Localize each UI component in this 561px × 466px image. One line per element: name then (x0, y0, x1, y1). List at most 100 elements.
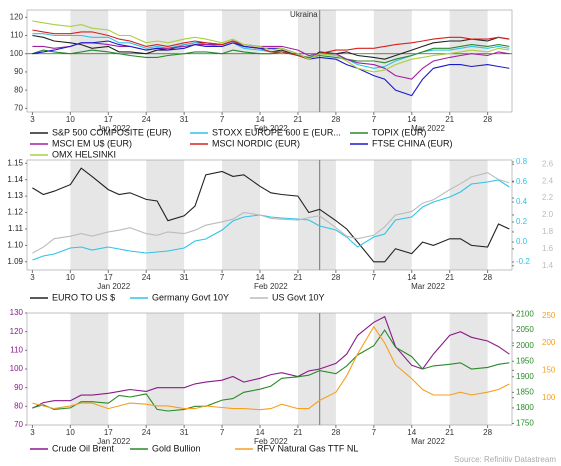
y-tick-label: 0.4 (516, 197, 528, 206)
y-tick-label: 2050 (516, 325, 534, 334)
series-line (32, 325, 510, 411)
series-line (32, 40, 510, 97)
x-tick-label: 17 (104, 428, 113, 437)
x-tick-label: 17 (104, 273, 113, 282)
y-tick-label: 2.2 (542, 193, 554, 202)
y-tick-label: 200 (542, 338, 556, 347)
legend-label: MSCI EM U$ (EUR) (52, 138, 132, 148)
y-tick-label: 0.2 (516, 217, 528, 226)
y-tick-label: 2.0 (542, 210, 554, 219)
x-tick-label: 10 (66, 428, 75, 437)
x-tick-label: 24 (142, 115, 151, 124)
x-tick-label: 3 (30, 273, 35, 282)
legend-label: Germany Govt 10Y (152, 292, 229, 302)
series-line (32, 20, 510, 73)
y-tick-label: 1.4 (542, 261, 554, 270)
month-label: Jan 2022 (97, 437, 130, 446)
legend-label: RFV Natural Gas TTF NL (257, 443, 358, 453)
legend-label: EURO TO US $ (52, 292, 115, 302)
y-tick-label: 2100 (516, 310, 534, 319)
source: Source: Refinitiv Datastream (454, 455, 556, 464)
x-tick-label: 7 (372, 115, 377, 124)
y-tick-label: 1850 (516, 387, 534, 396)
x-tick-label: 24 (142, 273, 151, 282)
week-shade (297, 10, 336, 112)
x-tick-label: 7 (220, 115, 225, 124)
x-tick-label: 3 (30, 428, 35, 437)
x-tick-label: 14 (407, 115, 416, 124)
y-tick-label: 80 (14, 85, 23, 94)
y-tick-label: 0.6 (516, 177, 528, 186)
x-tick-label: 10 (66, 273, 75, 282)
y-tick-label: 80 (14, 401, 23, 410)
y-tick-label: 1750 (516, 419, 534, 428)
y-tick-label: 1950 (516, 356, 534, 365)
y-tick-label: 100 (10, 364, 24, 373)
x-tick-label: 31 (180, 273, 189, 282)
month-label: Mar 2022 (411, 282, 445, 291)
x-tick-label: 7 (372, 428, 377, 437)
y-tick-label: 130 (10, 308, 24, 317)
y-tick-label: 1800 (516, 403, 534, 412)
x-tick-label: 21 (293, 428, 302, 437)
y-tick-label: 1900 (516, 372, 534, 381)
x-tick-label: 28 (483, 273, 492, 282)
legend-label: TOPIX (EUR) (372, 127, 426, 137)
y-tick-label: 100 (10, 49, 24, 58)
series-line (32, 179, 510, 261)
y-tick-label: -0.2 (516, 257, 530, 266)
y-tick-label: 0.8 (516, 157, 528, 166)
y-tick-label: 90 (14, 67, 23, 76)
week-shade (70, 313, 109, 425)
x-tick-label: 31 (180, 428, 189, 437)
y-tick-label: 1.10 (7, 240, 23, 249)
y-tick-label: 70 (14, 103, 23, 112)
y-tick-label: 1.09 (7, 257, 23, 266)
y-tick-label: 150 (542, 365, 556, 374)
y-tick-label: 120 (10, 12, 24, 21)
y-tick-label: 2000 (516, 341, 534, 350)
x-tick-label: 28 (483, 115, 492, 124)
x-tick-label: 14 (407, 273, 416, 282)
week-shade (146, 10, 185, 112)
event-label: Ukraina (290, 10, 318, 19)
x-tick-label: 7 (220, 273, 225, 282)
x-tick-label: 14 (256, 115, 265, 124)
y-tick-label: 90 (14, 383, 23, 392)
week-shade (449, 313, 488, 425)
month-label: Feb 2022 (254, 282, 288, 291)
y-tick-label: 2.6 (542, 159, 554, 168)
x-tick-label: 31 (180, 115, 189, 124)
series-line (32, 167, 510, 263)
y-tick-label: 110 (10, 345, 23, 354)
month-label: Mar 2022 (411, 437, 445, 446)
x-tick-label: 21 (293, 115, 302, 124)
month-label: Jan 2022 (97, 282, 130, 291)
x-tick-label: 21 (445, 428, 454, 437)
x-tick-label: 3 (30, 115, 35, 124)
y-tick-label: 100 (542, 393, 556, 402)
y-tick-label: 110 (10, 31, 23, 40)
legend-label: STOXX EUROPE 600 E (EUR... (212, 127, 341, 137)
x-tick-label: 28 (331, 115, 340, 124)
legend-label: US Govt 10Y (272, 292, 325, 302)
legend-label: MSCI NORDIC (EUR) (212, 138, 300, 148)
week-shade (373, 160, 412, 270)
y-tick-label: 1.13 (7, 191, 23, 200)
y-tick-label: 0.0 (516, 237, 528, 246)
x-tick-label: 7 (372, 273, 377, 282)
x-tick-label: 14 (256, 273, 265, 282)
month-label: Feb 2022 (254, 124, 288, 133)
x-tick-label: 24 (142, 428, 151, 437)
x-tick-label: 28 (331, 273, 340, 282)
week-shade (373, 313, 412, 425)
y-tick-label: 250 (542, 311, 556, 320)
x-tick-label: 17 (104, 115, 113, 124)
month-label: Mar 2022 (411, 124, 445, 133)
y-tick-label: 1.15 (7, 158, 23, 167)
series-line (32, 329, 510, 412)
x-tick-label: 21 (293, 273, 302, 282)
x-tick-label: 7 (220, 428, 225, 437)
y-tick-label: 70 (14, 420, 23, 429)
